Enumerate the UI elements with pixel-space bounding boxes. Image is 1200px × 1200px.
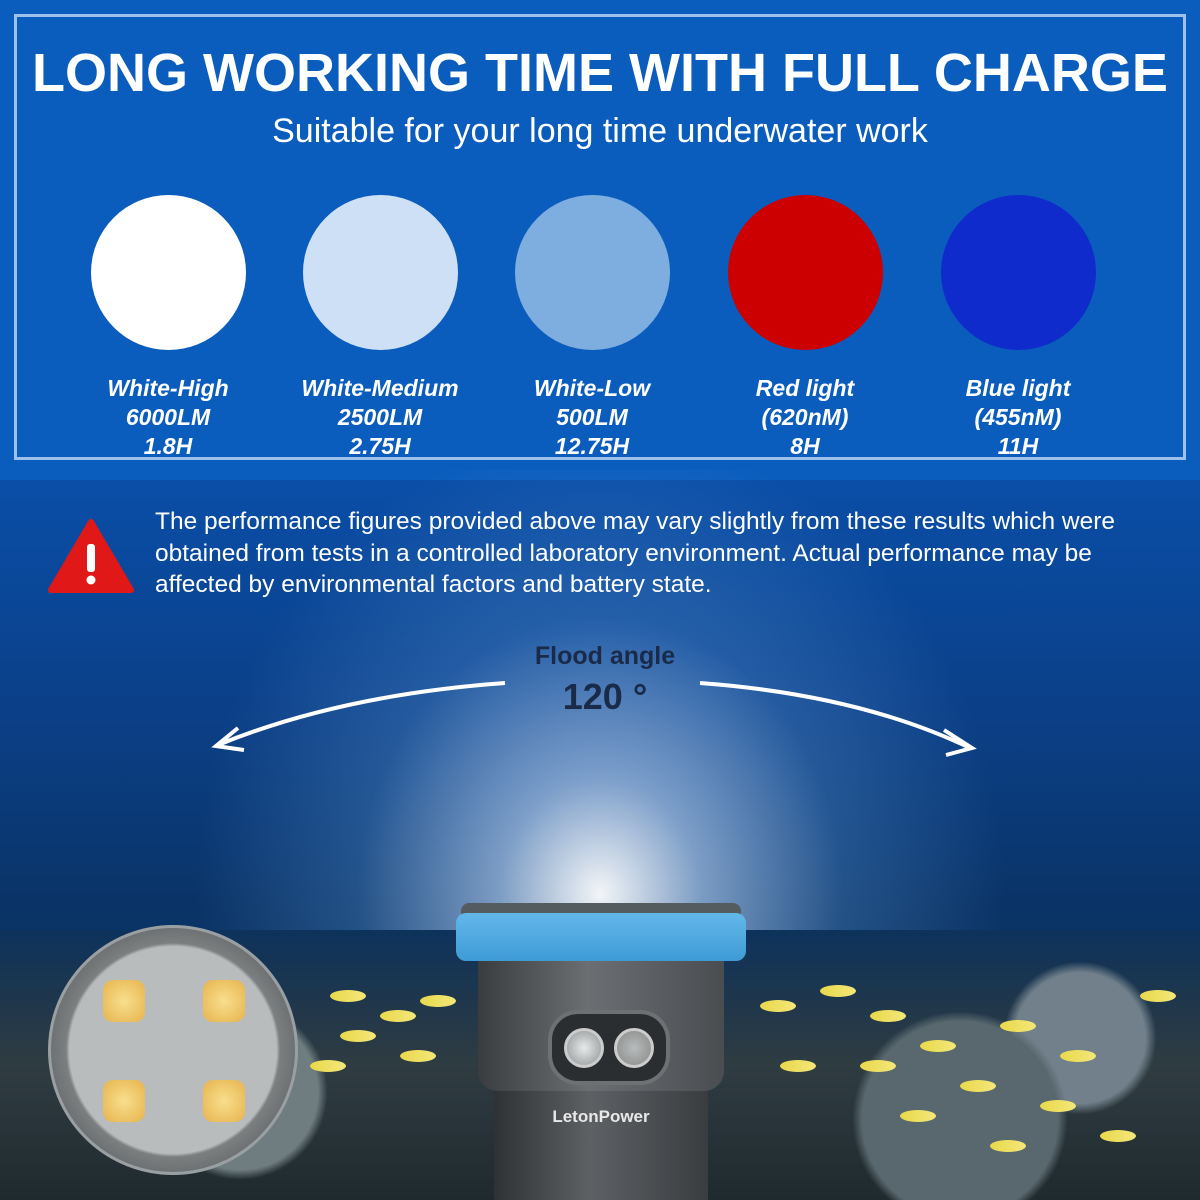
fish	[960, 1080, 996, 1092]
color-swatch	[727, 195, 883, 350]
mode-button-icon	[614, 1028, 654, 1068]
disclaimer-text: The performance figures provided above m…	[155, 508, 1115, 598]
power-button-icon	[564, 1028, 604, 1068]
fish	[1140, 990, 1176, 1002]
mode-0: White-High 6000LM 1.8H	[58, 195, 278, 461]
page-subtitle: Suitable for your long time underwater w…	[272, 112, 928, 150]
mode-runtime: 12.75H	[554, 433, 630, 459]
mode-spec: 6000LM	[125, 404, 211, 430]
fish	[920, 1040, 956, 1052]
color-swatch	[90, 195, 246, 350]
fish	[1060, 1050, 1096, 1062]
color-swatch	[940, 195, 1096, 350]
mode-name: Blue light	[965, 375, 1071, 401]
fish	[420, 995, 456, 1007]
led-icon	[103, 1080, 145, 1122]
led-icon	[203, 1080, 245, 1122]
fish	[1040, 1100, 1076, 1112]
brand-logo: LetonPower	[552, 1107, 650, 1126]
switch-panel	[548, 1010, 670, 1085]
mode-name: White-Medium	[301, 375, 459, 401]
fish	[1000, 1020, 1036, 1032]
flood-angle-label: Flood angle	[534, 642, 676, 670]
mode-runtime: 2.75H	[349, 433, 411, 459]
mode-spec: 2500LM	[337, 404, 423, 430]
fish	[380, 1010, 416, 1022]
fish	[400, 1050, 436, 1062]
page-title: LONG WORKING TIME WITH FULL CHARGE	[32, 43, 1168, 103]
modes-panel	[14, 14, 1186, 460]
mode-runtime: 1.8H	[143, 433, 193, 459]
flood-angle-value: 120 °	[562, 676, 648, 717]
mode-1: White-Medium 2500LM 2.75H	[270, 195, 490, 461]
flashlight-product: LetonPower	[456, 895, 746, 1200]
color-swatch	[514, 195, 670, 350]
light-beam	[150, 470, 1050, 930]
mode-name: Red light	[755, 375, 855, 401]
fish	[990, 1140, 1026, 1152]
fish	[860, 1060, 896, 1072]
mode-spec: (620nM)	[761, 404, 849, 430]
color-swatch	[302, 195, 458, 350]
led-icon	[103, 980, 145, 1022]
mode-spec: 500LM	[556, 404, 628, 430]
warning-icon	[48, 519, 134, 593]
lens-closeup	[48, 925, 298, 1175]
fish	[1100, 1130, 1136, 1142]
led-icon	[203, 980, 245, 1022]
fish	[310, 1060, 346, 1072]
mode-spec: (455nM)	[974, 404, 1062, 430]
mode-runtime: 11H	[997, 433, 1039, 459]
fish	[340, 1030, 376, 1042]
fish	[870, 1010, 906, 1022]
fish	[330, 990, 366, 1002]
mode-2: White-Low 500LM 12.75H	[482, 195, 702, 461]
mode-4: Blue light (455nM) 11H	[908, 195, 1128, 461]
mode-3: Red light (620nM) 8H	[695, 195, 915, 461]
mode-runtime: 8H	[790, 433, 820, 459]
mode-name: White-High	[107, 375, 229, 401]
fish	[760, 1000, 796, 1012]
fish	[820, 985, 856, 997]
fish	[780, 1060, 816, 1072]
fish	[900, 1110, 936, 1122]
flood-angle-arrows	[0, 0, 1200, 800]
mode-name: White-Low	[533, 375, 651, 401]
blue-bezel-ring	[456, 913, 746, 961]
